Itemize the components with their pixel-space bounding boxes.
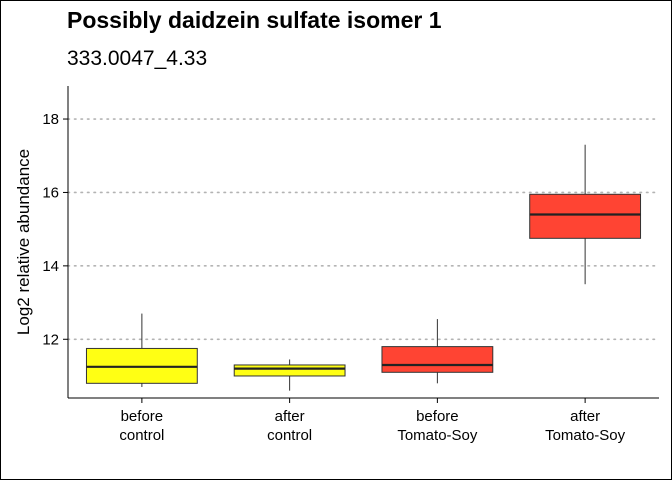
x-tick-label: before control (119, 408, 164, 444)
x-tick-label-line: before (416, 408, 459, 425)
x-tick-label-line: after (570, 408, 600, 425)
x-tick-label-line: Tomato-Soy (545, 427, 626, 444)
gridlines (67, 118, 660, 341)
axes: 12 14 16 18 before control after control before T… (42, 86, 659, 444)
chart-title: Possibly daidzein sulfate isomer 1 (67, 7, 442, 33)
x-tick-label: before Tomato-Soy (397, 408, 478, 444)
box-0 (85, 313, 198, 387)
y-tick-label: 12 (42, 331, 59, 348)
box-body (529, 193, 642, 239)
x-tick-label-line: control (267, 427, 312, 444)
box-2 (381, 319, 494, 384)
boxplot-series (85, 144, 642, 391)
box-body (381, 346, 494, 373)
x-tick-label: after control (267, 408, 312, 444)
x-tick-label: after Tomato-Soy (545, 408, 626, 444)
y-tick-label: 18 (42, 111, 59, 128)
box-body (233, 364, 346, 377)
x-tick-label-line: before (121, 408, 164, 425)
y-tick-label: 14 (42, 258, 59, 275)
chart-subtitle: 333.0047_4.33 (67, 47, 208, 70)
y-tick-label: 16 (42, 184, 59, 201)
box-1 (233, 359, 346, 391)
x-tick-label-line: Tomato-Soy (397, 427, 478, 444)
y-axis-title: Log2 relative abundance (14, 149, 33, 335)
x-tick-label-line: after (275, 408, 305, 425)
box-3 (529, 144, 642, 285)
x-tick-label-line: control (119, 427, 164, 444)
